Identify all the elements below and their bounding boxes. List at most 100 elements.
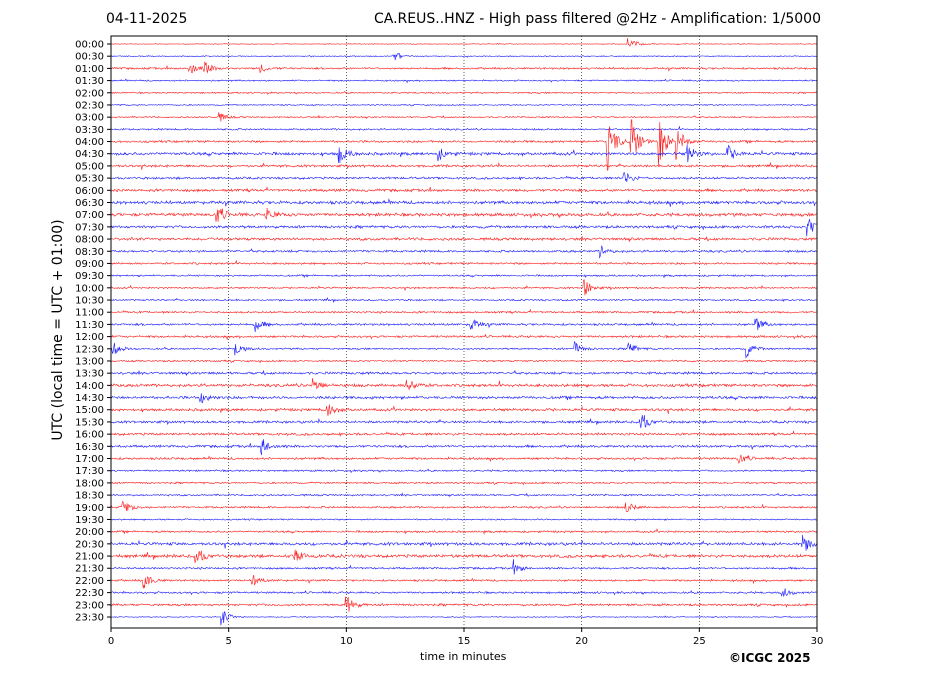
y-tick-label: 22:30	[75, 588, 104, 599]
y-tick-label: 19:00	[75, 503, 104, 514]
y-tick-label: 11:30	[75, 320, 104, 331]
y-tick-label: 21:00	[75, 552, 104, 563]
y-tick-label: 20:30	[75, 539, 104, 550]
y-tick-label: 02:00	[75, 88, 104, 99]
y-tick-label: 02:30	[75, 100, 104, 111]
y-tick-label: 12:30	[75, 344, 104, 355]
y-tick-label: 01:00	[75, 64, 104, 75]
y-tick-label: 20:00	[75, 527, 104, 538]
y-tick-label: 15:00	[75, 405, 104, 416]
trace-0800	[110, 236, 817, 243]
x-tick-label: 15	[458, 636, 471, 647]
y-tick-label: 03:00	[75, 113, 104, 124]
trace-2100	[110, 549, 817, 563]
trace-0130	[110, 78, 817, 84]
y-tick-label: 19:30	[75, 515, 104, 526]
y-tick-label: 21:30	[75, 564, 104, 575]
trace-1830	[110, 492, 817, 498]
trace-0500	[110, 161, 817, 170]
trace-1730	[110, 468, 817, 474]
trace-1100	[110, 308, 817, 314]
trace-1800	[110, 481, 817, 486]
y-tick-label: 10:30	[75, 296, 104, 307]
x-axis-label: time in minutes	[420, 650, 507, 663]
trace-0630	[110, 198, 817, 207]
trace-2330	[110, 610, 817, 626]
trace-0400	[110, 119, 817, 171]
trace-0930	[110, 274, 817, 279]
y-tick-label: 23:00	[75, 600, 104, 611]
y-tick-label: 09:00	[75, 259, 104, 270]
y-tick-label: 01:30	[75, 76, 104, 87]
y-tick-label: 18:30	[75, 491, 104, 502]
x-tick-label: 10	[340, 636, 353, 647]
trace-1200	[110, 333, 817, 340]
chart-title: CA.REUS..HNZ - High pass filtered @2Hz -…	[374, 11, 821, 27]
copyright: ©ICGC 2025	[729, 651, 811, 665]
trace-1600	[110, 430, 817, 437]
y-tick-label: 23:30	[75, 613, 104, 624]
plot-frame	[110, 35, 818, 629]
trace-2000	[110, 528, 817, 535]
trace-1430	[110, 393, 817, 404]
y-tick-label: 06:30	[75, 198, 104, 209]
y-tick-label: 05:30	[75, 174, 104, 185]
trace-1700	[110, 454, 817, 464]
trace-1230	[110, 340, 817, 359]
trace-1330	[110, 369, 817, 377]
x-tick-label: 0	[108, 636, 114, 647]
trace-2300	[110, 596, 817, 612]
y-tick-label: 11:00	[75, 308, 104, 319]
trace-1030	[110, 297, 817, 304]
trace-1630	[110, 439, 817, 456]
y-tick-label: 04:00	[75, 137, 104, 148]
y-tick-label: 08:00	[75, 235, 104, 246]
trace-0230	[110, 103, 817, 107]
y-tick-label: 16:00	[75, 430, 104, 441]
y-tick-label: 05:00	[75, 161, 104, 172]
y-tick-label: 07:30	[75, 222, 104, 233]
y-tick-label: 17:30	[75, 466, 104, 477]
y-tick-label: 09:30	[75, 271, 104, 282]
y-tick-label: 04:30	[75, 149, 104, 160]
trace-2130	[110, 559, 817, 575]
trace-0900	[110, 260, 817, 266]
trace-0200	[110, 90, 817, 95]
trace-1000	[110, 279, 817, 296]
trace-1500	[110, 404, 817, 416]
y-tick-label: 14:00	[75, 381, 104, 392]
trace-1530	[110, 415, 817, 429]
trace-0000	[110, 38, 817, 47]
trace-1300	[110, 359, 817, 364]
trace-1130	[110, 318, 817, 333]
y-tick-label: 07:00	[75, 210, 104, 221]
trace-1930	[110, 518, 817, 521]
y-tick-label: 13:30	[75, 369, 104, 380]
y-tick-label: 13:00	[75, 356, 104, 367]
y-tick-label: 17:00	[75, 454, 104, 465]
y-tick-label: 15:30	[75, 417, 104, 428]
trace-0530	[110, 171, 817, 182]
trace-0730	[110, 219, 817, 237]
y-tick-label: 00:00	[75, 40, 104, 51]
x-tick-label: 30	[811, 636, 824, 647]
trace-1400	[110, 377, 817, 391]
trace-2230	[110, 588, 817, 597]
trace-2200	[110, 574, 817, 589]
y-axis-label: UTC (local time = UTC + 01:00)	[50, 219, 66, 441]
trace-0100	[110, 61, 817, 74]
y-tick-label: 06:00	[75, 186, 104, 197]
trace-0700	[110, 207, 817, 222]
y-tick-label: 18:00	[75, 478, 104, 489]
y-tick-label: 14:30	[75, 393, 104, 404]
x-tick-label: 20	[575, 636, 588, 647]
trace-2030	[110, 534, 817, 551]
y-tick-label: 03:30	[75, 125, 104, 136]
x-tick-label: 5	[225, 636, 231, 647]
y-tick-label: 16:30	[75, 442, 104, 453]
x-tick-label: 25	[693, 636, 706, 647]
trace-1900	[110, 500, 817, 512]
y-tick-label: 22:00	[75, 576, 104, 587]
